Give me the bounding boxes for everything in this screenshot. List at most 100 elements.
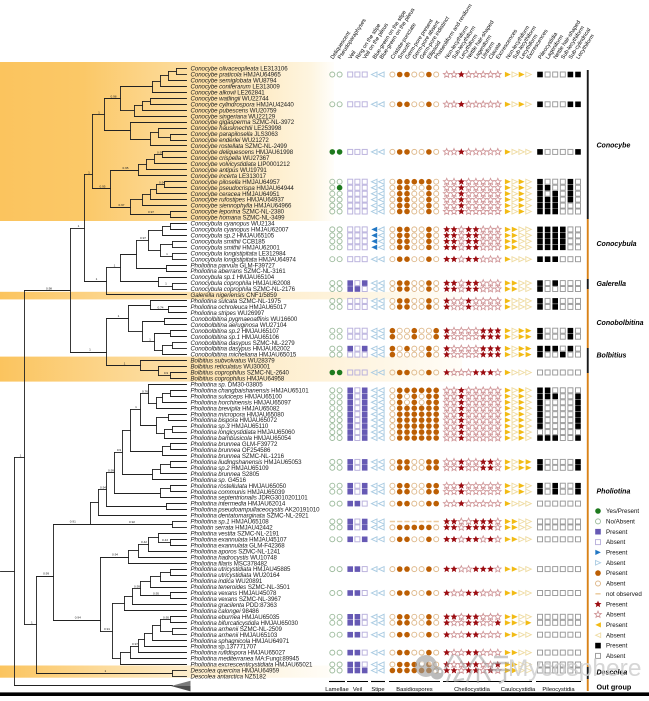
svg-text:Conocybe crispella WU27367: Conocybe crispella WU27367 <box>191 155 270 162</box>
svg-text:0.95: 0.95 <box>99 184 105 188</box>
svg-text:Conocybula cyanopus HMJAU62007: Conocybula cyanopus HMJAU62007 <box>191 227 290 234</box>
svg-text:Conocybe homana SZMC-NL-3499: Conocybe homana SZMC-NL-3499 <box>191 215 286 222</box>
svg-text:0.42: 0.42 <box>141 540 147 544</box>
svg-text:Conocybe semiglobata WU8794: Conocybe semiglobata WU8794 <box>191 78 278 85</box>
svg-text:Descolea: Descolea <box>597 670 628 677</box>
svg-text:Pholiotina arrhenii SZMC-NL-25: Pholiotina arrhenii SZMC-NL-2509 <box>191 626 283 633</box>
svg-text:Conocybe coniferarum LE313009: Conocybe coniferarum LE313009 <box>191 84 281 91</box>
svg-text:Conocybula: Conocybula <box>597 241 637 248</box>
svg-text:Conocybe siennophylla HMJAU649: Conocybe siennophylla HMJAU64966 <box>191 203 293 210</box>
svg-text:Pholiotina micropora HMJAU6508: Pholiotina micropora HMJAU65080 <box>191 411 285 418</box>
svg-text:Conocybe praticola HMJAU64965: Conocybe praticola HMJAU64965 <box>191 72 282 79</box>
svg-text:Pholiotina septentrionalis JDR: Pholiotina septentrionalis JDRG301020110… <box>191 495 309 502</box>
svg-text:1: 1 <box>20 454 22 458</box>
svg-text:Present: Present <box>606 529 628 536</box>
svg-text:Pholiotina bifurcaticystidia H: Pholiotina bifurcaticystidia HMJAU65030 <box>191 620 299 627</box>
svg-text:not observed: not observed <box>606 591 642 598</box>
svg-text:0.98: 0.98 <box>110 95 116 99</box>
svg-text:0.97: 0.97 <box>118 203 124 207</box>
svg-text:Pholiotina eburnea HMJAU65035: Pholiotina eburnea HMJAU65035 <box>191 614 280 621</box>
svg-text:Conocybe olivaceopileata LE313: Conocybe olivaceopileata LE313106 <box>191 66 289 73</box>
svg-text:Conocybe pseudocrispa HMJAU649: Conocybe pseudocrispa HMJAU64944 <box>191 185 295 192</box>
svg-text:Conocybula cyanopus WU2134: Conocybula cyanopus WU2134 <box>191 221 276 228</box>
svg-text:Pholiotina teneroides SZMC-NL-: Pholiotina teneroides SZMC-NL-3501 <box>191 584 291 591</box>
svg-text:0.97: 0.97 <box>140 236 146 240</box>
svg-text:0.97: 0.97 <box>148 210 154 214</box>
svg-text:1: 1 <box>96 277 98 281</box>
svg-text:Pholiotina vexans SZMC-NL-3967: Pholiotina vexans SZMC-NL-3967 <box>191 596 282 603</box>
svg-text:Present: Present <box>606 643 628 650</box>
svg-text:Pholiotina sp.1 HMJAU65108: Pholiotina sp.1 HMJAU65108 <box>191 519 270 526</box>
svg-text:Basidiospores: Basidiospores <box>396 687 433 693</box>
svg-text:Conobolbitina micheliana HMJAU: Conobolbitina micheliana HMJAU65015 <box>191 352 297 359</box>
svg-text:0.91: 0.91 <box>70 520 76 524</box>
svg-text:0.99: 0.99 <box>108 468 114 472</box>
svg-text:1: 1 <box>78 224 80 228</box>
svg-text:Bolbitius: Bolbitius <box>597 353 627 360</box>
svg-text:Pholiotina hadrocystis WU10748: Pholiotina hadrocystis WU10748 <box>191 554 278 561</box>
svg-text:1: 1 <box>135 405 137 409</box>
svg-text:0.94: 0.94 <box>75 616 81 620</box>
svg-text:Present: Present <box>606 550 628 557</box>
svg-text:Pileocystidia: Pileocystidia <box>542 687 575 693</box>
svg-text:Pholiotina filaris MSC378482: Pholiotina filaris MSC378482 <box>191 560 268 567</box>
svg-text:Pholiotina gracilenta PDD:8736: Pholiotina gracilenta PDD:87363 <box>191 602 278 609</box>
svg-text:Conocybe gigasperma SZMC-NL-39: Conocybe gigasperma SZMC-NL-3972 <box>191 119 295 126</box>
svg-text:Conocybe deliquescens HMJAU619: Conocybe deliquescens HMJAU61998 <box>191 149 294 156</box>
svg-text:Pholiotina brunnea GLM-F39772: Pholiotina brunnea GLM-F39772 <box>191 441 278 448</box>
svg-text:Yes/Present: Yes/Present <box>606 508 639 515</box>
svg-text:1: 1 <box>165 282 167 286</box>
svg-text:0.92: 0.92 <box>129 520 135 524</box>
svg-text:Conocybula coprophila SZMC-NL-: Conocybula coprophila SZMC-NL-2176 <box>191 286 296 293</box>
svg-text:Cheilocystidia: Cheilocystidia <box>454 687 491 693</box>
svg-text:Conocybula sp.2 HMJAU65105: Conocybula sp.2 HMJAU65105 <box>191 233 275 240</box>
svg-text:Conobolbitina dasypus SZMC-NL-: Conobolbitina dasypus SZMC-NL-2279 <box>191 340 296 347</box>
svg-text:Conobolbitina sp.1 HMJAU65106: Conobolbitina sp.1 HMJAU65106 <box>191 334 280 341</box>
svg-text:Pholiotina utricystidiata HMJA: Pholiotina utricystidiata HMJAU45885 <box>191 566 292 573</box>
svg-text:Pholiotina bambusicola HMJAU65: Pholiotina bambusicola HMJAU65054 <box>191 435 292 442</box>
svg-text:No/Absent: No/Absent <box>606 519 635 526</box>
svg-text:Pholiotina: Pholiotina <box>597 489 631 496</box>
svg-text:0.76: 0.76 <box>142 389 148 393</box>
svg-text:Conocybe incerta LE313017: Conocybe incerta LE313017 <box>191 173 267 180</box>
svg-text:Conocybe pubescens WU20759: Conocybe pubescens WU20759 <box>191 107 278 114</box>
svg-text:Pholiotina sulcata SZMC-NL-197: Pholiotina sulcata SZMC-NL-1975 <box>191 298 282 305</box>
svg-text:Conocybe parapilosella JLS3063: Conocybe parapilosella JLS3063 <box>191 131 279 138</box>
svg-text:Absent: Absent <box>606 560 626 567</box>
svg-text:Absent: Absent <box>606 653 626 660</box>
svg-text:Pholiotina sp.137771707: Pholiotina sp.137771707 <box>191 644 257 651</box>
svg-text:Conocybula smithii CCB185: Conocybula smithii CCB185 <box>191 238 266 245</box>
svg-text:Pholiotina sp. DM30-03805: Pholiotina sp. DM30-03805 <box>191 382 264 389</box>
svg-text:1: 1 <box>149 338 151 342</box>
svg-text:Pholiotina calongei 98486: Pholiotina calongei 98486 <box>191 608 260 615</box>
svg-text:0.9: 0.9 <box>164 371 169 375</box>
svg-text:0.74: 0.74 <box>157 306 163 310</box>
svg-text:Present: Present <box>606 570 628 577</box>
svg-text:Descolea quercina HMJAU64959: Descolea quercina HMJAU64959 <box>191 668 280 675</box>
svg-text:Pholiotina stripes WU26997: Pholiotina stripes WU26997 <box>191 310 265 317</box>
svg-text:Conocybula longistipitata HMJA: Conocybula longistipitata HMJAU64974 <box>191 256 297 263</box>
svg-text:Pholiotina bispora HMJAU65072: Pholiotina bispora HMJAU65072 <box>191 417 278 424</box>
svg-text:Pholiotina ochroleuca HMJAU650: Pholiotina ochroleuca HMJAU65017 <box>191 304 288 311</box>
svg-text:Present: Present <box>606 622 628 629</box>
svg-text:1: 1 <box>166 252 168 256</box>
svg-text:Pholiotina liudingshanensis HM: Pholiotina liudingshanensis HMJAU65053 <box>191 459 303 466</box>
svg-text:Conocybe rostellata SZMC-NL-24: Conocybe rostellata SZMC-NL-2499 <box>191 143 288 150</box>
svg-text:0.43: 0.43 <box>162 538 168 542</box>
svg-text:0.99: 0.99 <box>134 585 140 589</box>
svg-text:Conocybe volvicystidiata LIP00: Conocybe volvicystidiata LIP0001212 <box>191 161 291 168</box>
svg-text:Conocybe leporina SZMC-NL-2380: Conocybe leporina SZMC-NL-2380 <box>191 209 285 216</box>
svg-text:Absent: Absent <box>606 632 626 639</box>
svg-text:Absent: Absent <box>606 612 626 619</box>
svg-text:Bolbitius reticulatus WU30001: Bolbitius reticulatus WU30001 <box>191 364 271 371</box>
svg-text:Pholiotina rostellulata HMJAU6: Pholiotina rostellulata HMJAU65050 <box>191 483 287 490</box>
svg-text:Pholiotina longicystidiata HMJ: Pholiotina longicystidiata HMJAU65060 <box>191 429 296 436</box>
svg-text:1: 1 <box>118 314 120 318</box>
svg-text:0.95: 0.95 <box>122 166 128 170</box>
svg-text:Present: Present <box>606 601 628 608</box>
svg-text:Pholiotina vexans HMJAU45078: Pholiotina vexans HMJAU45078 <box>191 590 277 597</box>
svg-text:Pholiotina indica WU20891: Pholiotina indica WU20891 <box>191 578 263 585</box>
svg-text:Conocybe alkovii LE262841: Conocybe alkovii LE262841 <box>191 89 266 96</box>
svg-text:Veil: Veil <box>348 50 358 61</box>
svg-text:Pholiotina brunnea S2805: Pholiotina brunnea S2805 <box>191 471 260 478</box>
